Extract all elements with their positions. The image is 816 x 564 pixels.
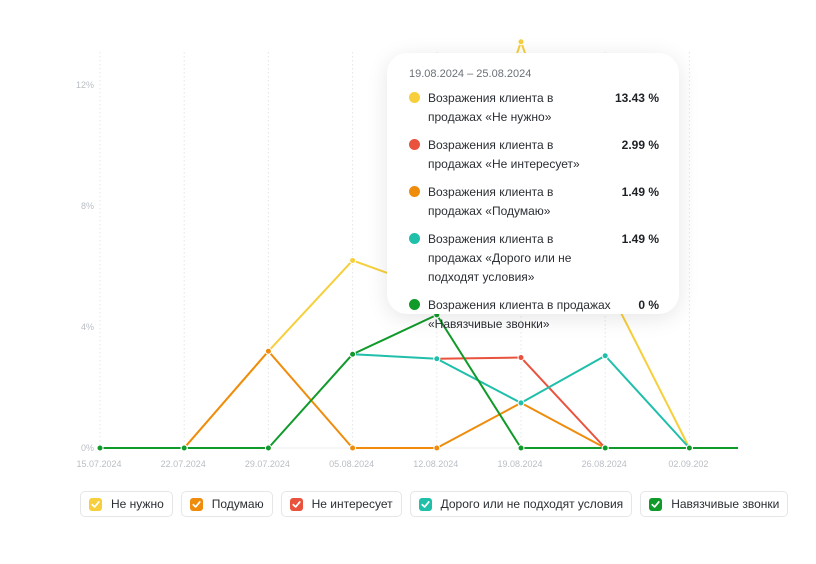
y-axis: 0% 4% 8% 12%: [76, 80, 94, 453]
series-color-dot: [409, 139, 420, 150]
series-color-dot: [409, 92, 420, 103]
data-point-navyazchivye: [685, 444, 693, 452]
tooltip-item: Возражения клиента в продажах «Навязчивы…: [409, 296, 659, 334]
data-point-ne_nuzhno: [349, 256, 357, 264]
data-point-dorogo: [433, 355, 441, 363]
data-point-podumayu: [264, 347, 272, 355]
legend-toggle-navyazchivye[interactable]: Навязчивые звонки: [640, 491, 789, 517]
series-color-dot: [409, 233, 420, 244]
tooltip-date-range: 19.08.2024 – 25.08.2024: [409, 68, 532, 80]
x-tick-label: 26.08.2024: [582, 459, 627, 469]
chart-tooltip: 19.08.2024 – 25.08.2024 Возражения клиен…: [387, 53, 679, 331]
legend-toggle-ne-interesuet[interactable]: Не интересует: [280, 491, 402, 517]
x-tick-label: 05.08.2024: [329, 459, 374, 469]
legend-label: Навязчивые звонки: [671, 497, 780, 511]
tooltip-item: Возражения клиента в продажах «Дорого ил…: [409, 230, 659, 287]
x-tick-label: 02.09.202: [668, 459, 708, 469]
checkbox-checked-icon[interactable]: [649, 497, 663, 511]
y-tick-label: 12%: [76, 80, 94, 90]
series-color-dot: [409, 299, 420, 310]
data-point-navyazchivye: [264, 444, 272, 452]
legend-label: Дорого или не подходят условия: [440, 497, 624, 511]
x-tick-label: 29.07.2024: [245, 459, 290, 469]
x-tick-label: 22.07.2024: [161, 459, 206, 469]
series-points: [96, 38, 693, 452]
x-tick-label: 12.08.2024: [413, 459, 458, 469]
data-point-ne_interesuet: [517, 354, 525, 362]
tooltip-item-value: 13.43 %: [614, 91, 659, 105]
tooltip-item-label: Возражения клиента в продажах «Навязчивы…: [428, 298, 611, 331]
series-line-navyazchivye: [99, 313, 691, 449]
checkbox-checked-icon[interactable]: [289, 497, 303, 511]
checkbox-checked-icon[interactable]: [189, 497, 203, 511]
series-line-podumayu: [99, 350, 691, 449]
x-axis: 15.07.2024 22.07.2024 29.07.2024 05.08.2024…: [76, 459, 708, 469]
y-tick-label: 8%: [81, 201, 94, 211]
data-point-dorogo: [517, 399, 525, 407]
tooltip-item-label: Возражения клиента в продажах «Не нужно»: [428, 91, 554, 124]
data-point-podumayu: [433, 444, 441, 452]
checkbox-checked-icon[interactable]: [89, 497, 102, 511]
x-tick-label: 15.07.2024: [76, 459, 121, 469]
legend-label: Не нужно: [111, 497, 164, 511]
tooltip-item-label: Возражения клиента в продажах «Не интере…: [428, 138, 580, 171]
chart-legend: Не нужно Подумаю Не интересует Дорого ил…: [80, 491, 789, 517]
tooltip-item-value: 1.49 %: [621, 232, 659, 246]
y-tick-label: 0%: [81, 443, 94, 453]
legend-toggle-dorogo[interactable]: Дорого или не подходят условия: [409, 491, 633, 517]
data-point-podumayu: [349, 444, 357, 452]
data-point-navyazchivye: [96, 444, 104, 452]
tooltip-item: Возражения клиента в продажах «Не интере…: [409, 136, 659, 174]
tooltip-item-label: Возражения клиента в продажах «Подумаю»: [428, 185, 554, 218]
legend-label: Не интересует: [311, 497, 393, 511]
tooltip-item-value: 2.99 %: [621, 138, 659, 152]
data-point-navyazchivye: [349, 350, 357, 358]
tooltip-item: Возражения клиента в продажах «Подумаю» …: [409, 183, 659, 221]
series-color-dot: [409, 186, 420, 197]
x-tick-label: 19.08.2024: [497, 459, 542, 469]
tooltip-item-value: 1.49 %: [621, 185, 659, 199]
legend-toggle-podumayu[interactable]: Подумаю: [180, 491, 273, 517]
data-point-ne_nuzhno: [517, 38, 525, 46]
y-tick-label: 4%: [81, 322, 94, 332]
tooltip-item-value: 0 %: [638, 298, 659, 312]
data-point-navyazchivye: [601, 444, 609, 452]
data-point-navyazchivye: [517, 444, 525, 452]
legend-label: Подумаю: [211, 497, 264, 511]
tooltip-item-label: Возражения клиента в продажах «Дорого ил…: [428, 232, 572, 284]
tooltip-item: Возражения клиента в продажах «Не нужно»…: [409, 89, 659, 127]
checkbox-checked-icon[interactable]: [418, 497, 432, 511]
data-point-navyazchivye: [180, 444, 188, 452]
data-point-dorogo: [601, 352, 609, 360]
legend-toggle-ne-nuzhno[interactable]: Не нужно: [80, 491, 173, 517]
